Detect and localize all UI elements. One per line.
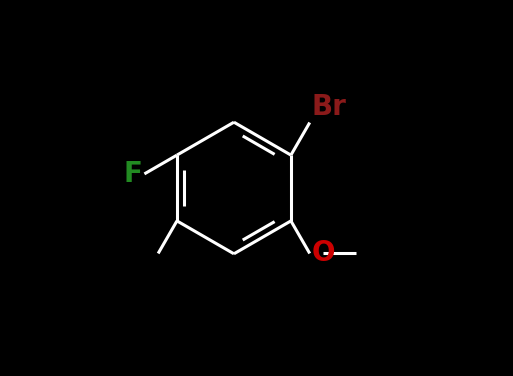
Text: O: O: [311, 240, 335, 267]
Text: Br: Br: [311, 92, 346, 121]
Text: F: F: [124, 160, 143, 188]
